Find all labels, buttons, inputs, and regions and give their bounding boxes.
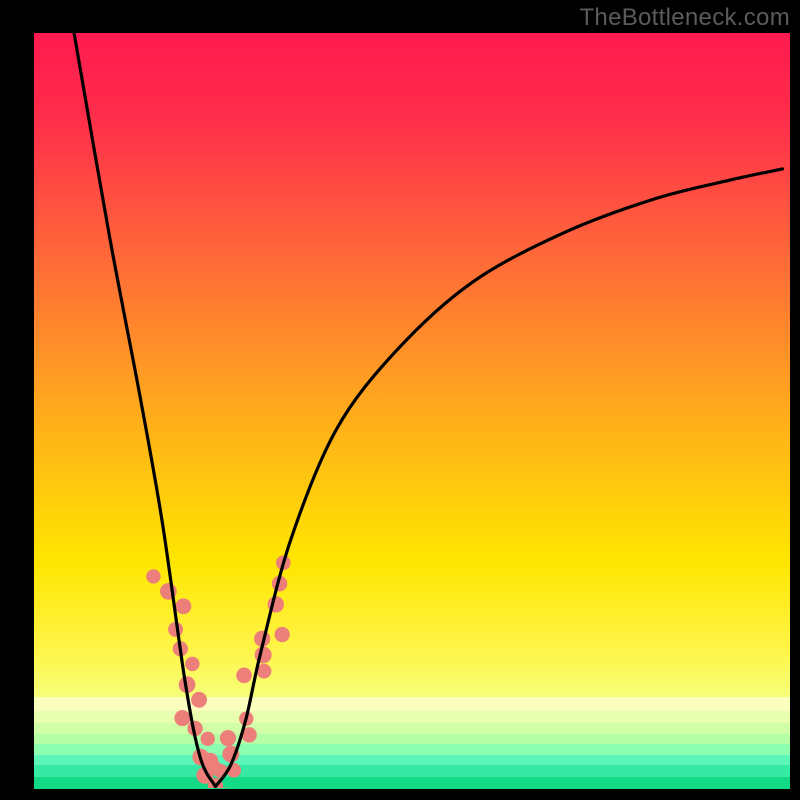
dot-cluster xyxy=(236,627,290,683)
data-dot xyxy=(175,598,191,614)
border-left xyxy=(0,0,34,800)
watermark-text: TheBottleneck.com xyxy=(579,4,790,32)
data-dot xyxy=(191,692,207,708)
data-dot xyxy=(220,730,236,746)
dot-cluster xyxy=(173,641,207,708)
chart-svg xyxy=(34,33,790,788)
data-dot xyxy=(146,569,160,583)
data-dot xyxy=(236,668,252,684)
data-dot xyxy=(185,657,199,671)
chart-frame: TheBottleneck.com xyxy=(0,0,800,800)
border-bottom xyxy=(0,788,800,800)
data-dot xyxy=(275,627,290,642)
plot-area xyxy=(34,33,790,788)
dot-cluster xyxy=(146,569,191,637)
curve-left-branch xyxy=(74,33,215,786)
border-right xyxy=(790,0,800,800)
data-dot xyxy=(201,732,215,746)
curve-right-branch xyxy=(215,169,782,787)
data-dot xyxy=(174,710,190,726)
